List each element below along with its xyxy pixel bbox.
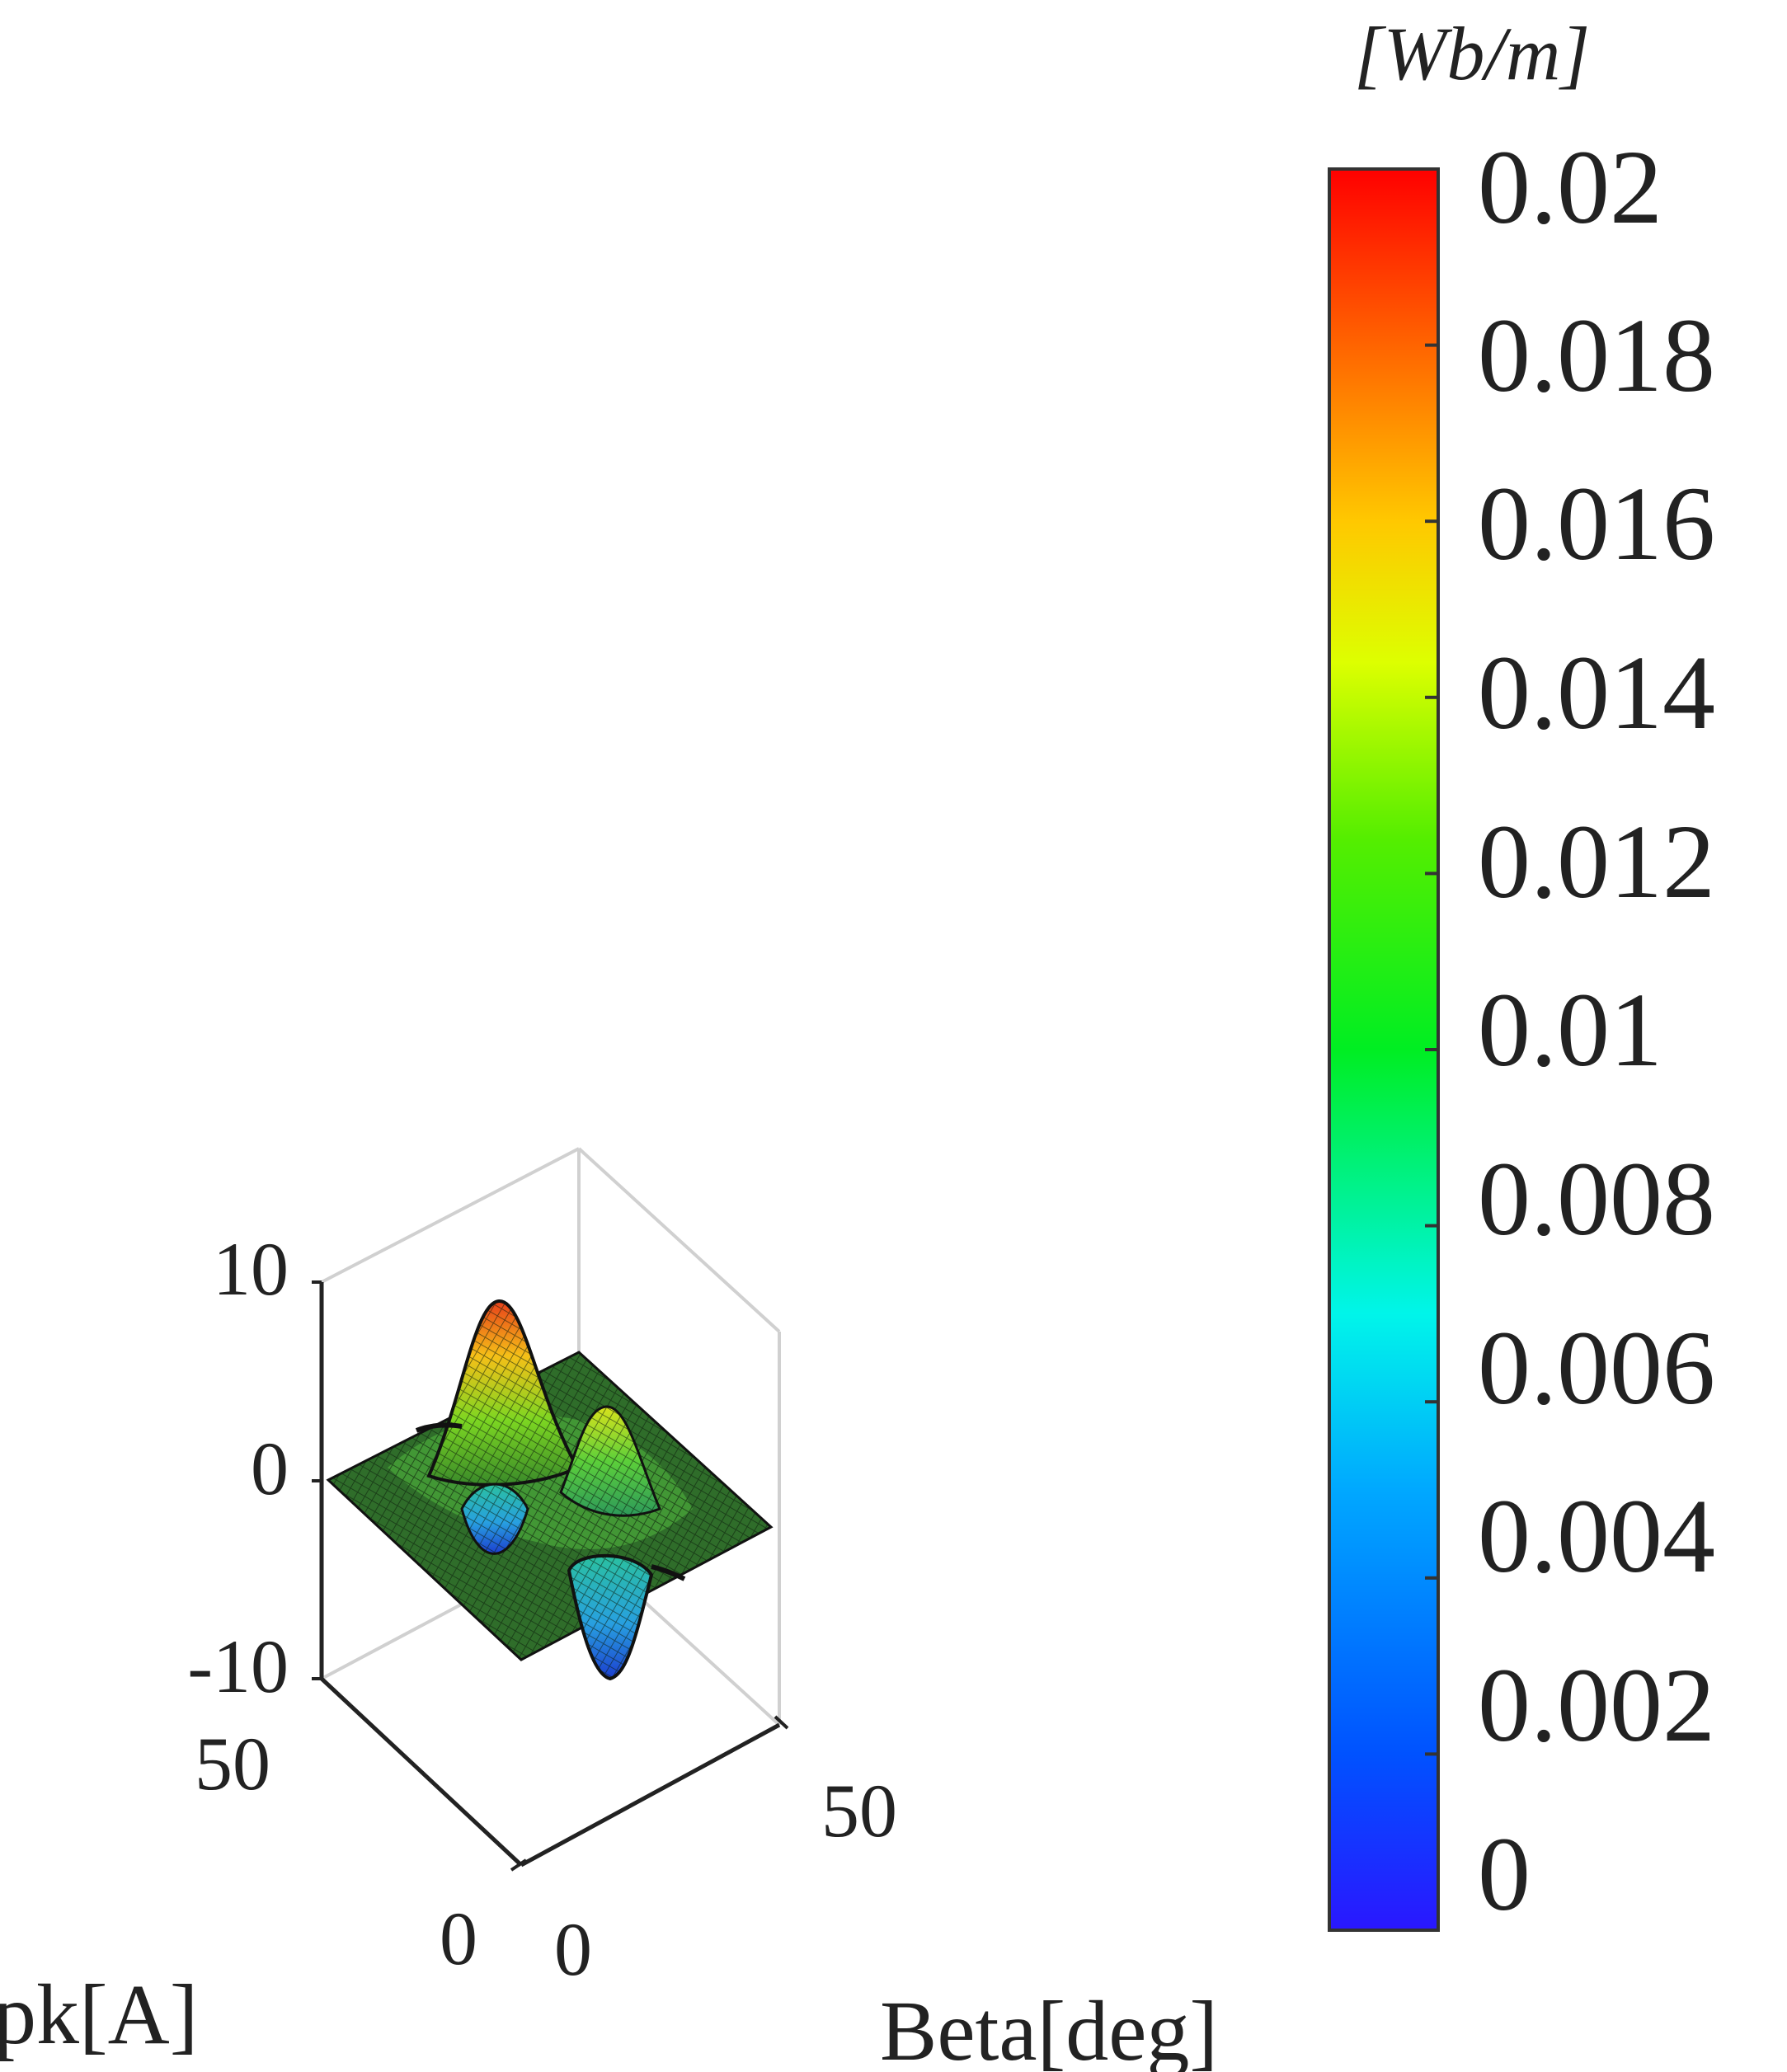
surface-inner-dip-mesh: [462, 1484, 528, 1554]
colorbar-tick-label: 0.014: [1478, 634, 1715, 751]
colorbar-tick-label: 0.018: [1478, 297, 1715, 414]
colorbar: 0.02 0.018 0.016 0.014 0.012 0.01 0.008 …: [1328, 12, 1715, 1933]
colorbar-gradient: [1328, 167, 1440, 1932]
box-edge: [577, 1147, 781, 1333]
surface-secondary-peak-mesh: [561, 1406, 660, 1516]
x-axis-label: pk[A]: [0, 1967, 198, 2062]
z-tick-label: -10: [187, 1624, 289, 1708]
x-tick-label: 0: [440, 1896, 477, 1980]
colorbar-unit-label: [Wb/m]: [1354, 12, 1590, 96]
surface-trough-mesh: [569, 1555, 651, 1679]
colorbar-tick-label: 0.008: [1478, 1140, 1715, 1257]
x-tick-label: 50: [195, 1722, 270, 1806]
x-tick-mark: [510, 1858, 528, 1872]
colorbar-ticks: [1425, 167, 1438, 1932]
z-tick-label: 10: [213, 1227, 289, 1311]
colorbar-tick-label: 0.016: [1478, 465, 1715, 582]
z-tick-label: 0: [251, 1426, 289, 1511]
x-axis-line: [320, 1677, 523, 1867]
y-tick-label: 0: [554, 1907, 592, 1991]
colorbar-tick-label: 0.02: [1478, 129, 1662, 246]
colorbar-tick-label: 0.006: [1478, 1309, 1715, 1426]
surface-rim-shadow: [415, 1422, 463, 1433]
colorbar-tick-label: 0.004: [1478, 1478, 1715, 1595]
colorbar-tick-label: 0.012: [1478, 803, 1715, 920]
y-tick-mark: [774, 1715, 789, 1730]
surface-main-peak-mesh: [429, 1300, 577, 1485]
colorbar-tick-label: 0.01: [1478, 971, 1662, 1088]
y-axis-label: Beta[deg]: [880, 1984, 1218, 2072]
colorbar-tick-label: 0: [1478, 1816, 1531, 1933]
colorbar-tick-label: 0.002: [1478, 1647, 1715, 1764]
surface-plot: [326, 1299, 774, 1681]
surface-rim-shadow: [651, 1564, 686, 1581]
y-axis-line: [520, 1722, 781, 1868]
box-edge: [321, 1147, 580, 1284]
y-tick-label: 50: [821, 1769, 897, 1853]
